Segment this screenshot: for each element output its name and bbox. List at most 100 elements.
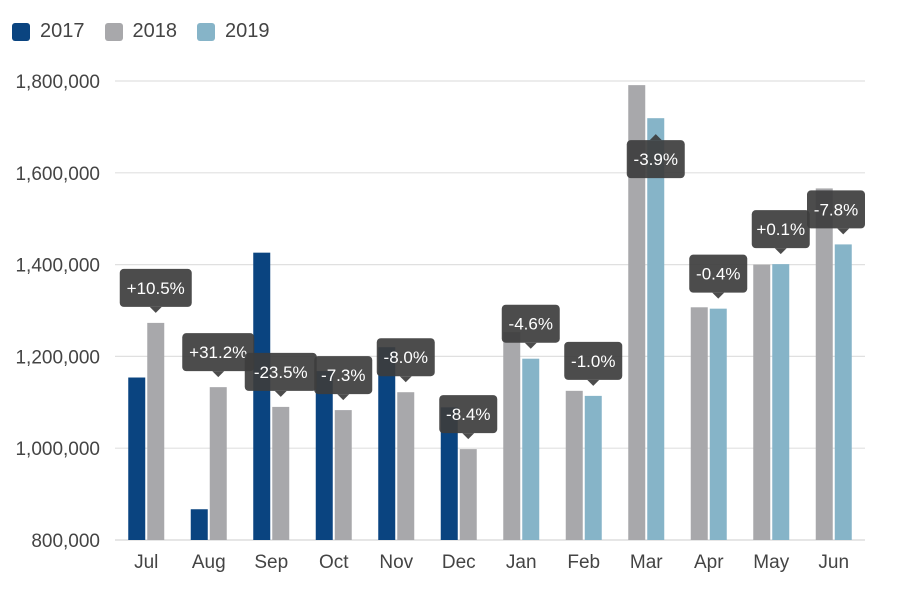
y-tick-label: 1,600,000: [15, 164, 100, 185]
annotation-feb: -1.0%: [564, 341, 623, 386]
legend: 2017 2018 2019: [12, 20, 290, 43]
legend-label-2019: 2019: [225, 20, 270, 42]
annotation-box: [807, 190, 865, 229]
x-tick-label: Feb: [567, 552, 600, 573]
bar-2018-aug: [209, 387, 227, 540]
annotation-box: [689, 254, 748, 293]
bar-2017-jul: [128, 377, 146, 540]
bar-2017-dec: [440, 407, 458, 540]
x-tick-label: May: [753, 552, 789, 573]
legend-swatch-2019: [197, 22, 215, 41]
y-tick-label: 1,800,000: [15, 72, 100, 93]
bar-2019-feb: [584, 395, 602, 540]
annotation-label: -7.3%: [321, 366, 365, 385]
x-tick-label: Nov: [379, 552, 413, 573]
bar-2018-nov: [397, 392, 415, 540]
y-axis: 800,000 1,000,000 1,200,000 1,400,000 1,600,…: [15, 72, 100, 552]
bar-2018-feb: [565, 390, 583, 540]
bar-2018-oct: [334, 410, 352, 540]
annotation-box: [244, 352, 317, 391]
annotation-box: [626, 140, 685, 179]
annotation-box: [501, 304, 560, 343]
bar-2019-may: [772, 264, 790, 540]
bar-2019-jun: [834, 244, 852, 541]
annotation-box: [564, 341, 623, 380]
bar-2019-mar: [647, 118, 665, 540]
annotation-label: +10.5%: [127, 279, 185, 298]
x-tick-label: Aug: [192, 552, 226, 573]
bar-2019-apr: [709, 308, 727, 540]
annotation-sep: -23.5%: [244, 352, 317, 397]
legend-label-2017: 2017: [40, 20, 85, 42]
annotation-pointer: [712, 292, 725, 299]
annotation-pointer: [774, 248, 787, 255]
annotation-label: -0.4%: [696, 265, 740, 284]
bar-2018-may: [753, 264, 771, 540]
annotation-pointer: [587, 379, 600, 386]
x-tick-label: Jul: [134, 552, 158, 573]
legend-swatch-2018: [104, 22, 123, 41]
bar-2017-oct: [315, 371, 333, 540]
annotation-pointer: [524, 342, 537, 349]
bar-2017-sep: [253, 252, 271, 540]
annotation-apr: -0.4%: [689, 254, 748, 299]
annotation-label: -23.5%: [254, 363, 308, 382]
annotation-nov: -8.0%: [376, 338, 435, 383]
annotation-pointer: [337, 394, 350, 401]
annotation-pointer: [462, 433, 475, 440]
x-axis: Jul Aug Sep Oct Nov Dec Jan Feb Mar Apr May Jun: [115, 539, 865, 573]
annotation-mar: -3.9%: [626, 134, 685, 179]
x-tick-label: Sep: [254, 552, 288, 573]
bar-2019-jan: [522, 358, 540, 540]
annotation-pointer: [399, 376, 412, 383]
annotation-jan: -4.6%: [501, 304, 560, 349]
annotation-jun: -7.8%: [807, 190, 865, 235]
annotation-label: +0.1%: [756, 220, 805, 239]
grid-lines: [115, 80, 865, 541]
bar-2018-dec: [459, 449, 477, 540]
bars: [128, 85, 852, 541]
x-tick-label: Dec: [442, 552, 476, 573]
annotation-box: [182, 333, 255, 372]
x-tick-label: Apr: [694, 552, 724, 573]
annotation-label: -3.9%: [634, 150, 678, 169]
annotation-box: [439, 395, 498, 434]
annotation-dec: -8.4%: [439, 395, 498, 440]
x-tick-label: Mar: [630, 552, 663, 573]
annotation-pointer: [837, 228, 850, 235]
annotation-pointer: [274, 390, 287, 397]
legend-label-2018: 2018: [132, 20, 178, 42]
annotation-box: [751, 210, 810, 249]
annotation-label: -8.0%: [384, 348, 428, 367]
annotation-pointer: [149, 306, 162, 313]
annotation-label: -7.8%: [814, 200, 858, 219]
bar-2018-mar: [628, 85, 646, 541]
bar-2017-nov: [378, 347, 396, 540]
annotation-pointer: [649, 134, 662, 141]
annotation-label: -8.4%: [446, 405, 490, 424]
annotation-jul: +10.5%: [119, 268, 192, 313]
annotation-box: [314, 356, 373, 395]
annotation-aug: +31.2%: [182, 333, 255, 378]
annotation-pointer: [212, 371, 225, 378]
y-tick-label: 1,400,000: [15, 256, 100, 277]
annotation-label: -4.6%: [509, 315, 553, 334]
legend-swatch-2017: [12, 22, 30, 41]
bar-2018-apr: [690, 307, 708, 540]
x-tick-label: Oct: [319, 552, 349, 573]
x-tick-label: Jan: [506, 552, 537, 573]
bar-2018-jul: [147, 322, 165, 540]
annotation-label: +31.2%: [189, 343, 247, 362]
y-tick-label: 1,200,000: [15, 347, 100, 368]
annotation-oct: -7.3%: [314, 356, 373, 401]
annotation-box: [376, 338, 435, 377]
legend-item-2019[interactable]: 2019: [197, 20, 270, 43]
y-tick-label: 1,000,000: [15, 439, 100, 460]
bar-2017-aug: [190, 509, 208, 540]
annotation-may: +0.1%: [751, 210, 810, 255]
legend-item-2018[interactable]: 2018: [104, 20, 178, 43]
annotation-label: -1.0%: [571, 352, 615, 371]
x-tick-label: Jun: [818, 552, 849, 573]
legend-item-2017[interactable]: 2017: [12, 20, 85, 43]
